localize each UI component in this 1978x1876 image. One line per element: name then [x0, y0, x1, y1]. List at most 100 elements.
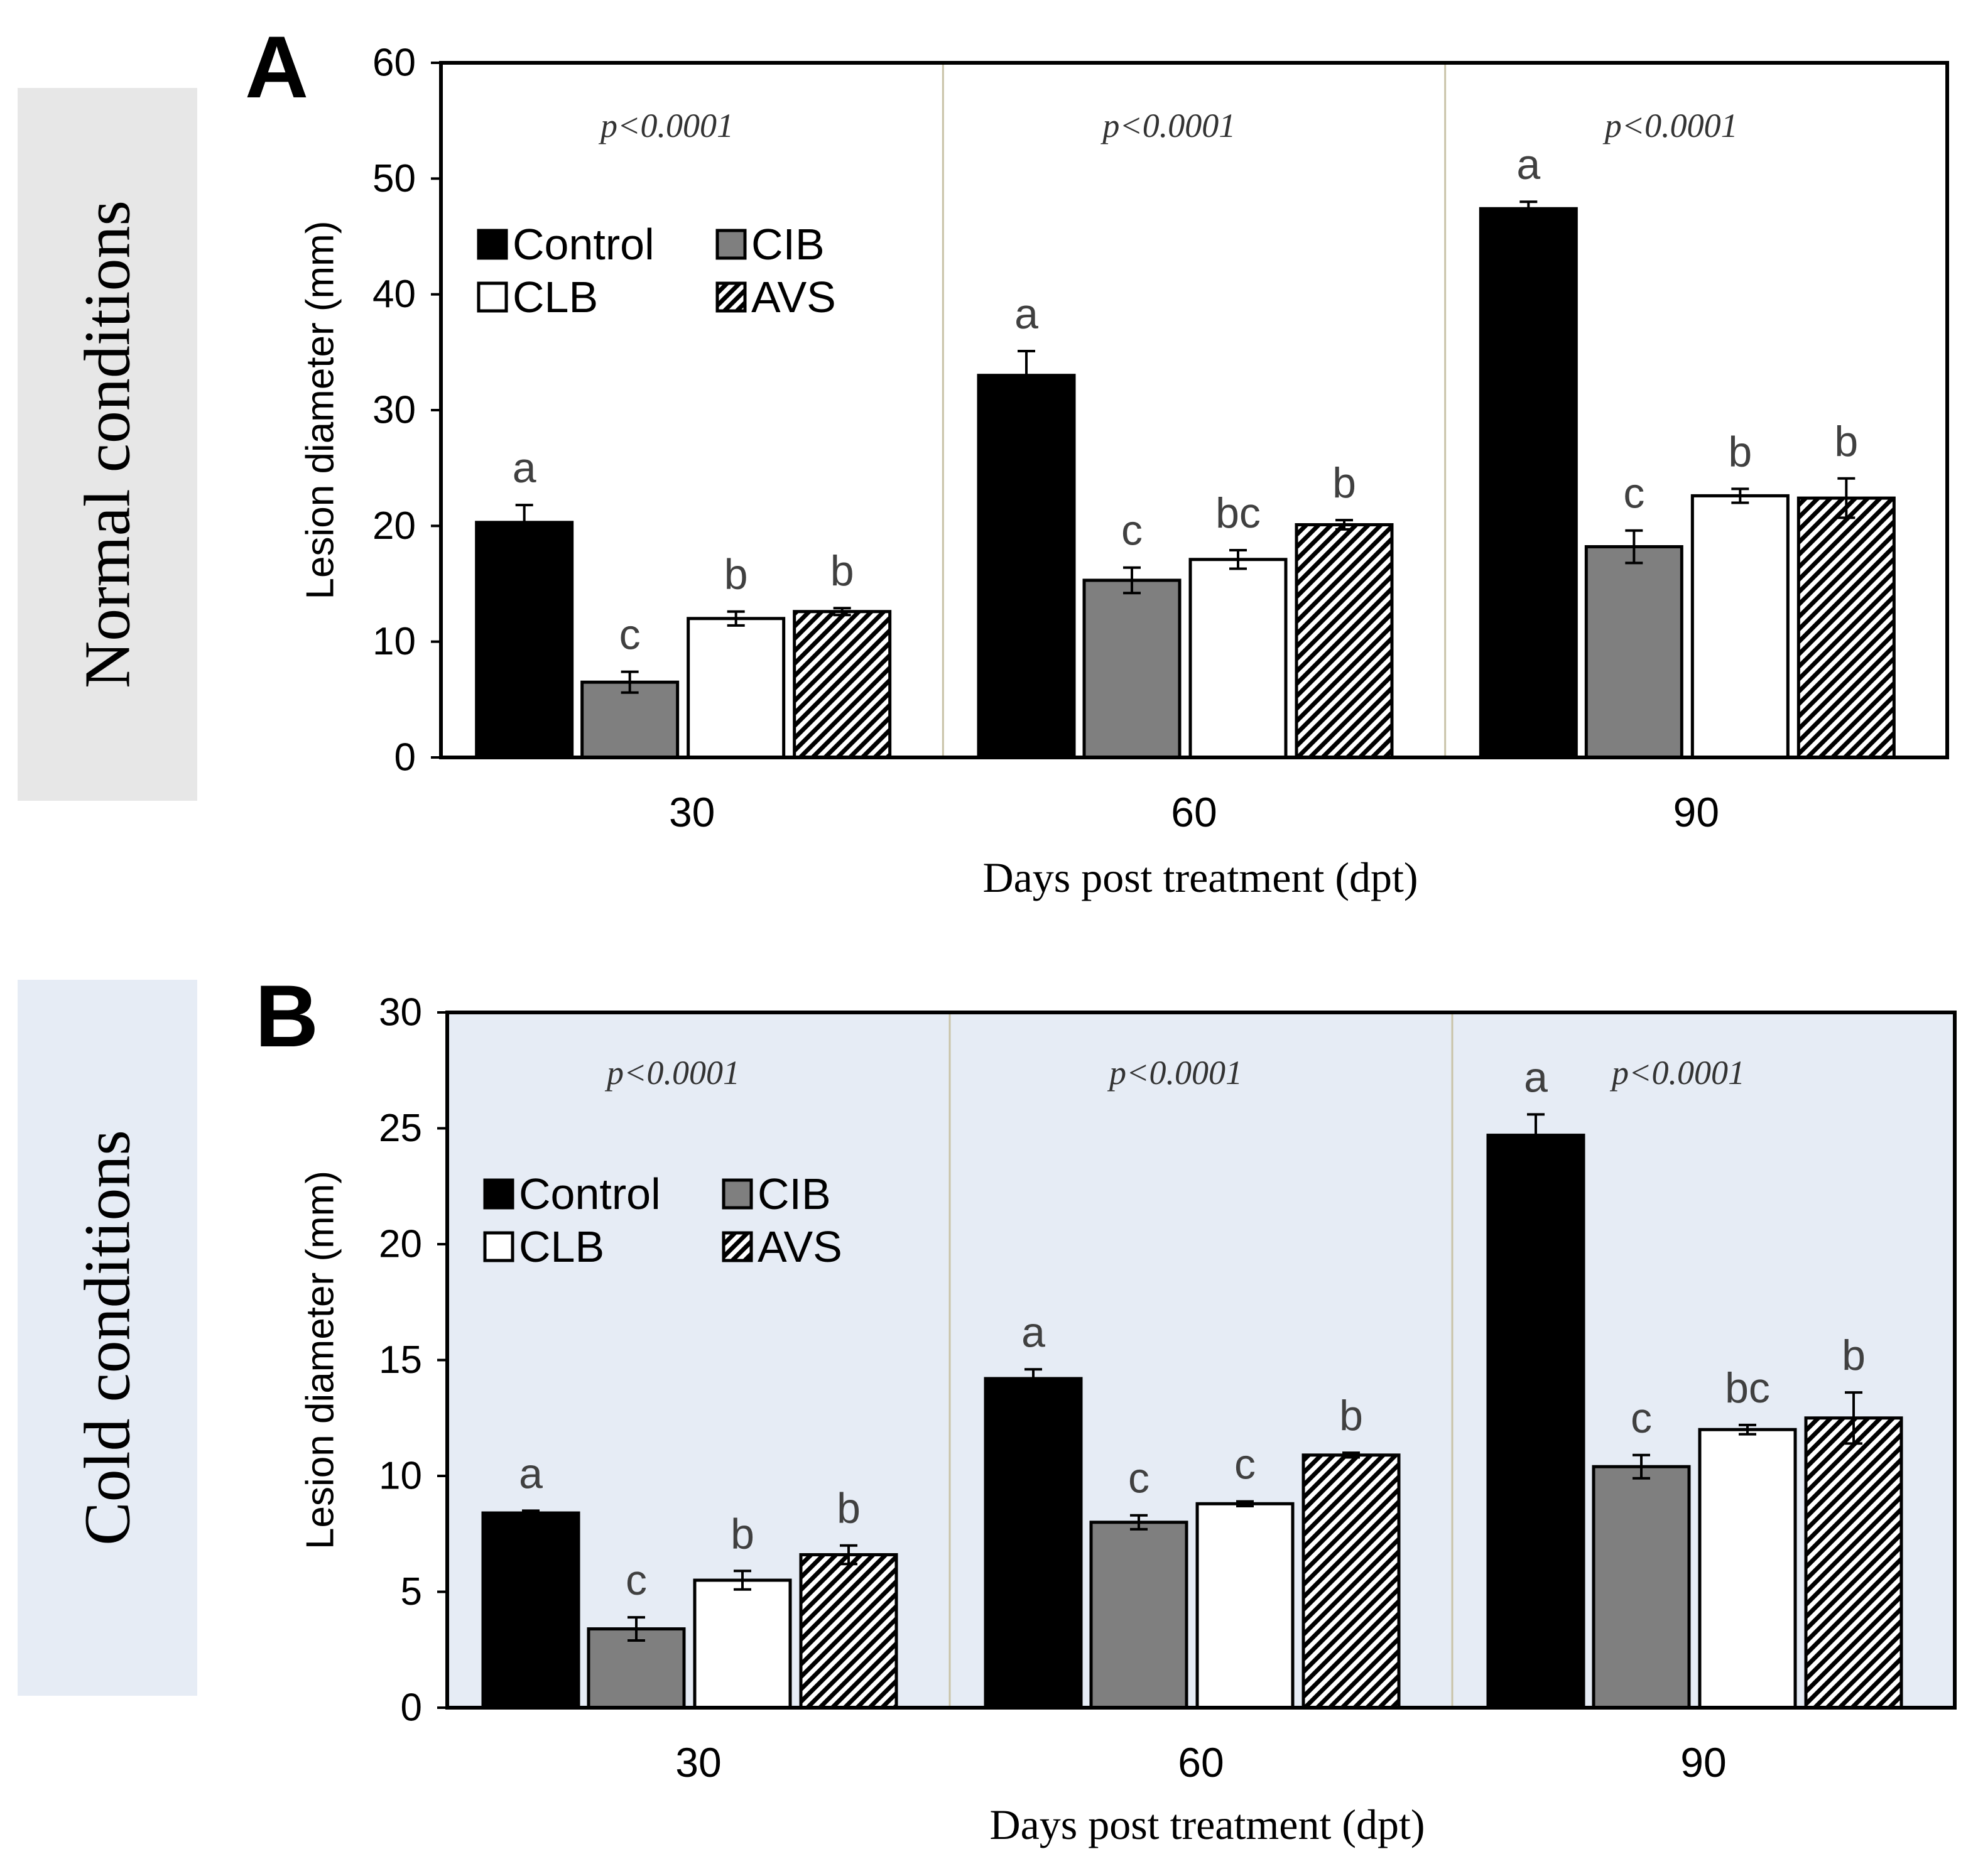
y-axis-title: Lesion diameter (mm): [299, 1171, 342, 1549]
bar-clb: [693, 1578, 792, 1710]
bar-cib: [1089, 1521, 1188, 1710]
legend-swatch-cib: [715, 229, 747, 260]
bar-avs: [1295, 523, 1394, 759]
legend-label-cib: CIB: [758, 1169, 831, 1218]
bar-control: [977, 374, 1076, 759]
p-value-label: p<0.0001: [604, 1054, 740, 1092]
side-label-box: [18, 88, 197, 801]
x-tick-label: 60: [1171, 789, 1217, 835]
significance-letter: c: [1631, 1394, 1652, 1442]
significance-letter: b: [1339, 1392, 1363, 1440]
legend-label-control: Control: [513, 220, 655, 269]
x-axis-title: Days post treatment (dpt): [982, 854, 1418, 901]
y-axis-title: Lesion diameter (mm): [299, 221, 342, 600]
legend-swatch-avs: [722, 1231, 753, 1262]
bar-clb: [1690, 494, 1790, 759]
significance-letter: b: [724, 551, 748, 599]
y-tick-label: 10: [379, 1455, 422, 1498]
side-label-box: [18, 980, 197, 1696]
panel-letter: A: [245, 18, 308, 116]
y-tick-label: 0: [401, 1686, 422, 1730]
legend-swatch-avs: [715, 281, 747, 313]
significance-letter: b: [1332, 459, 1356, 507]
plot-frame: [445, 1011, 1957, 1710]
x-tick-label: 60: [1178, 1739, 1224, 1786]
bar-control: [475, 521, 574, 759]
significance-letter: b: [731, 1510, 754, 1558]
significance-letter: b: [1728, 428, 1752, 475]
y-tick-label: 10: [372, 620, 416, 663]
significance-letter: a: [513, 444, 536, 492]
side-label: Normal conditions: [72, 200, 144, 688]
y-tick-label: 60: [372, 41, 416, 85]
bar-clb: [1195, 1502, 1295, 1710]
bar-cib: [587, 1627, 686, 1710]
x-axis-title: Days post treatment (dpt): [989, 1801, 1425, 1848]
legend-swatch-clb: [483, 1231, 514, 1262]
legend-label-clb: CLB: [519, 1222, 604, 1271]
legend-label-avs: AVS: [751, 273, 836, 322]
bar-avs: [1301, 1453, 1401, 1710]
significance-letter: c: [619, 611, 641, 659]
bar-avs: [793, 610, 892, 759]
significance-letter: a: [1524, 1053, 1548, 1101]
bar-avs: [799, 1553, 898, 1710]
significance-letter: c: [1128, 1455, 1149, 1502]
legend-label-clb: CLB: [513, 273, 598, 322]
bar-cib: [1584, 545, 1683, 759]
significance-letter: a: [519, 1450, 543, 1497]
x-tick-label: 90: [1673, 789, 1719, 835]
p-value-label: p<0.0001: [1602, 107, 1738, 144]
legend-swatch-clb: [477, 281, 508, 313]
panel-b: Cold conditions B 0 5 10 15 20 25 30 Lesion diame…: [18, 967, 1957, 1848]
legend-swatch-control: [483, 1178, 514, 1210]
significance-letter: b: [1834, 418, 1858, 465]
bar-avs: [1796, 496, 1896, 759]
y-tick-label: 40: [372, 273, 416, 316]
panel-letter: B: [255, 967, 318, 1065]
significance-letter: c: [1234, 1441, 1256, 1488]
bar-control: [984, 1377, 1083, 1710]
y-tick-label: 30: [372, 389, 416, 432]
panel-a: Normal conditions A 0 10 20 30 40 50 60 Lesion di…: [18, 18, 1949, 901]
legend-label-control: Control: [519, 1169, 661, 1218]
bar-clb: [1698, 1428, 1797, 1710]
significance-letter: bc: [1215, 489, 1261, 537]
significance-letter: c: [626, 1556, 647, 1604]
y-tick-label: 0: [394, 736, 416, 779]
x-tick-label: 30: [669, 789, 715, 835]
side-label: Cold conditions: [72, 1130, 144, 1546]
bar-cib: [1082, 578, 1182, 759]
p-value-label: p<0.0001: [598, 107, 734, 144]
y-tick-label: 50: [372, 157, 416, 200]
y-tick-label: 20: [372, 504, 416, 548]
significance-letter: a: [1014, 290, 1038, 338]
y-tick-label: 20: [379, 1223, 422, 1266]
x-tick-label: 90: [1680, 1739, 1726, 1786]
p-value-label: p<0.0001: [1107, 1054, 1242, 1092]
bar-cib: [1592, 1465, 1691, 1710]
legend-label-avs: AVS: [758, 1222, 842, 1271]
bar-clb: [1188, 558, 1288, 759]
legend-swatch-control: [477, 229, 508, 260]
bar-control: [1479, 207, 1578, 759]
bar-avs: [1804, 1416, 1903, 1710]
significance-letter: a: [1021, 1308, 1045, 1356]
legend-label-cib: CIB: [751, 220, 825, 269]
significance-letter: c: [1623, 470, 1644, 518]
significance-letter: b: [837, 1485, 861, 1532]
y-tick-label: 30: [379, 991, 422, 1034]
significance-letter: a: [1516, 141, 1540, 188]
x-tick-label: 30: [675, 1739, 721, 1786]
significance-letter: c: [1121, 507, 1143, 555]
bar-control: [481, 1511, 580, 1710]
p-value-label: p<0.0001: [1100, 107, 1236, 144]
y-tick-label: 5: [401, 1570, 422, 1613]
significance-letter: b: [830, 547, 854, 595]
bar-clb: [687, 617, 786, 759]
legend-swatch-cib: [722, 1178, 753, 1210]
plot-frame: [439, 61, 1949, 759]
p-value-label: p<0.0001: [1609, 1054, 1745, 1092]
y-tick-label: 25: [379, 1107, 422, 1150]
